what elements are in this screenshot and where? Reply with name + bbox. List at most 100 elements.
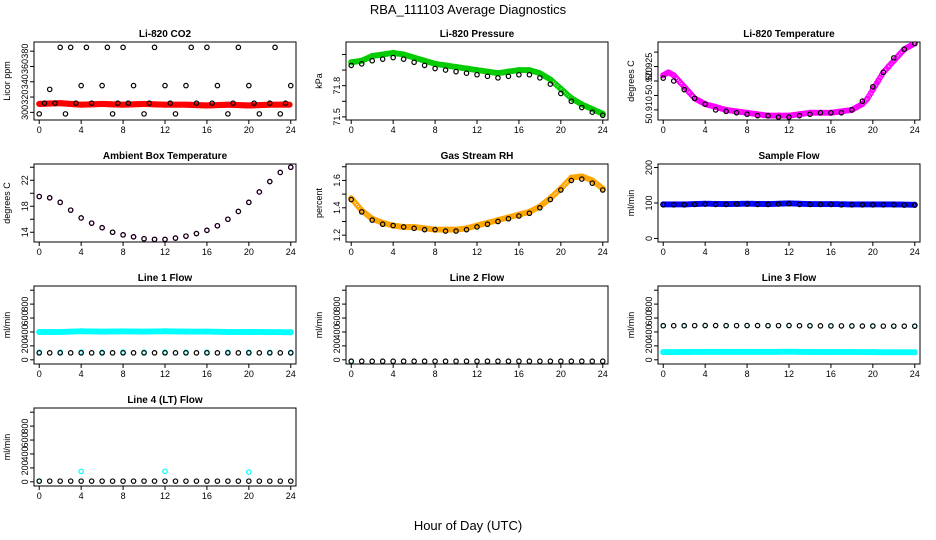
x-tick-label: 24 [910, 247, 920, 257]
data-point [120, 350, 126, 356]
y-tick-label: 340 [20, 74, 30, 89]
data-point [193, 350, 200, 356]
data-point [765, 348, 772, 355]
x-tick-label: 0 [661, 247, 666, 257]
data-point [78, 478, 84, 484]
data-point [46, 478, 53, 484]
x-tick-label: 4 [703, 125, 708, 135]
data-point [712, 201, 719, 208]
data-point [660, 75, 667, 81]
x-tick-label: 12 [784, 247, 794, 257]
data-point [162, 82, 168, 89]
data-point [358, 358, 365, 364]
data-point [162, 236, 168, 242]
panel-title: Li-820 CO2 [139, 29, 192, 40]
data-point [453, 228, 459, 234]
y-tick-label: 0 [644, 236, 654, 241]
panel-title: Line 4 (LT) Flow [127, 395, 203, 406]
y-axis-label: Licor ppm [2, 61, 12, 101]
y-tick-label: 800 [20, 297, 30, 312]
data-point [141, 328, 148, 335]
data-point [537, 75, 543, 81]
data-point [890, 323, 897, 329]
data-point [558, 90, 564, 97]
data-point [130, 350, 137, 356]
y-tick-label: 18 [20, 201, 30, 211]
data-point [235, 208, 242, 215]
data-point [245, 328, 252, 335]
x-tick-label: 8 [121, 369, 126, 379]
data-point [246, 478, 252, 484]
data-point [204, 44, 210, 51]
data-point [568, 358, 575, 364]
data-point [88, 350, 95, 356]
data-point [838, 323, 845, 329]
data-point [214, 350, 221, 356]
data-point [712, 103, 719, 110]
data-point [369, 358, 375, 364]
data-point [266, 350, 273, 356]
data-point [67, 350, 74, 356]
data-point [807, 322, 813, 329]
data-point [183, 478, 189, 484]
data-point [390, 358, 396, 364]
data-point [67, 207, 74, 213]
x-tick-label: 20 [556, 369, 566, 379]
data-point [828, 201, 834, 208]
x-tick-label: 16 [826, 125, 836, 135]
data-point [442, 358, 449, 364]
data-point [277, 350, 284, 356]
data-point [348, 196, 355, 203]
data-point [828, 323, 834, 329]
data-point [723, 348, 730, 355]
data-point [807, 201, 813, 208]
data-point [172, 350, 179, 356]
data-point [442, 67, 449, 73]
data-point [537, 358, 543, 364]
data-point [358, 209, 365, 215]
data-point [379, 221, 386, 228]
data-point [172, 111, 179, 117]
data-point [495, 358, 501, 364]
data-point [46, 86, 53, 93]
data-point [193, 100, 200, 106]
data-point [130, 234, 137, 240]
y-tick-label: 0 [332, 357, 342, 362]
data-point [516, 213, 522, 219]
data-point [901, 323, 908, 329]
panel-7: Line 1 Flow ml/min 0 4 8 12 16 20 24 0 20040060080… [2, 273, 297, 379]
y-tick-label: 600 [20, 311, 30, 326]
data-point [235, 44, 242, 51]
data-point [109, 350, 116, 356]
data-point [73, 100, 79, 106]
data-point [827, 349, 834, 356]
data-point [256, 111, 263, 117]
data-point [712, 107, 719, 113]
data-point [432, 358, 438, 364]
data-point [36, 328, 43, 335]
y-tick-label: 1.2 [332, 229, 342, 242]
data-point [141, 235, 147, 242]
data-point [786, 322, 792, 329]
x-tick-label: 4 [79, 125, 84, 135]
data-point [141, 111, 147, 117]
y-axis-label: kPa [314, 73, 324, 89]
data-point [99, 328, 106, 335]
data-point [765, 201, 771, 208]
data-point [411, 225, 417, 232]
data-point [57, 328, 64, 335]
data-point [911, 349, 918, 356]
data-point [369, 217, 376, 223]
y-tick-label: 380 [20, 44, 30, 59]
data-point [411, 59, 417, 66]
x-tick-label: 12 [784, 125, 794, 135]
data-point [870, 83, 876, 90]
y-axis-label: degrees C [626, 60, 636, 102]
data-point [78, 350, 84, 356]
data-point [849, 107, 855, 113]
data-point [115, 100, 121, 106]
data-point [796, 112, 803, 119]
x-tick-label: 20 [244, 369, 254, 379]
data-point [130, 478, 137, 484]
x-tick-label: 4 [391, 247, 396, 257]
